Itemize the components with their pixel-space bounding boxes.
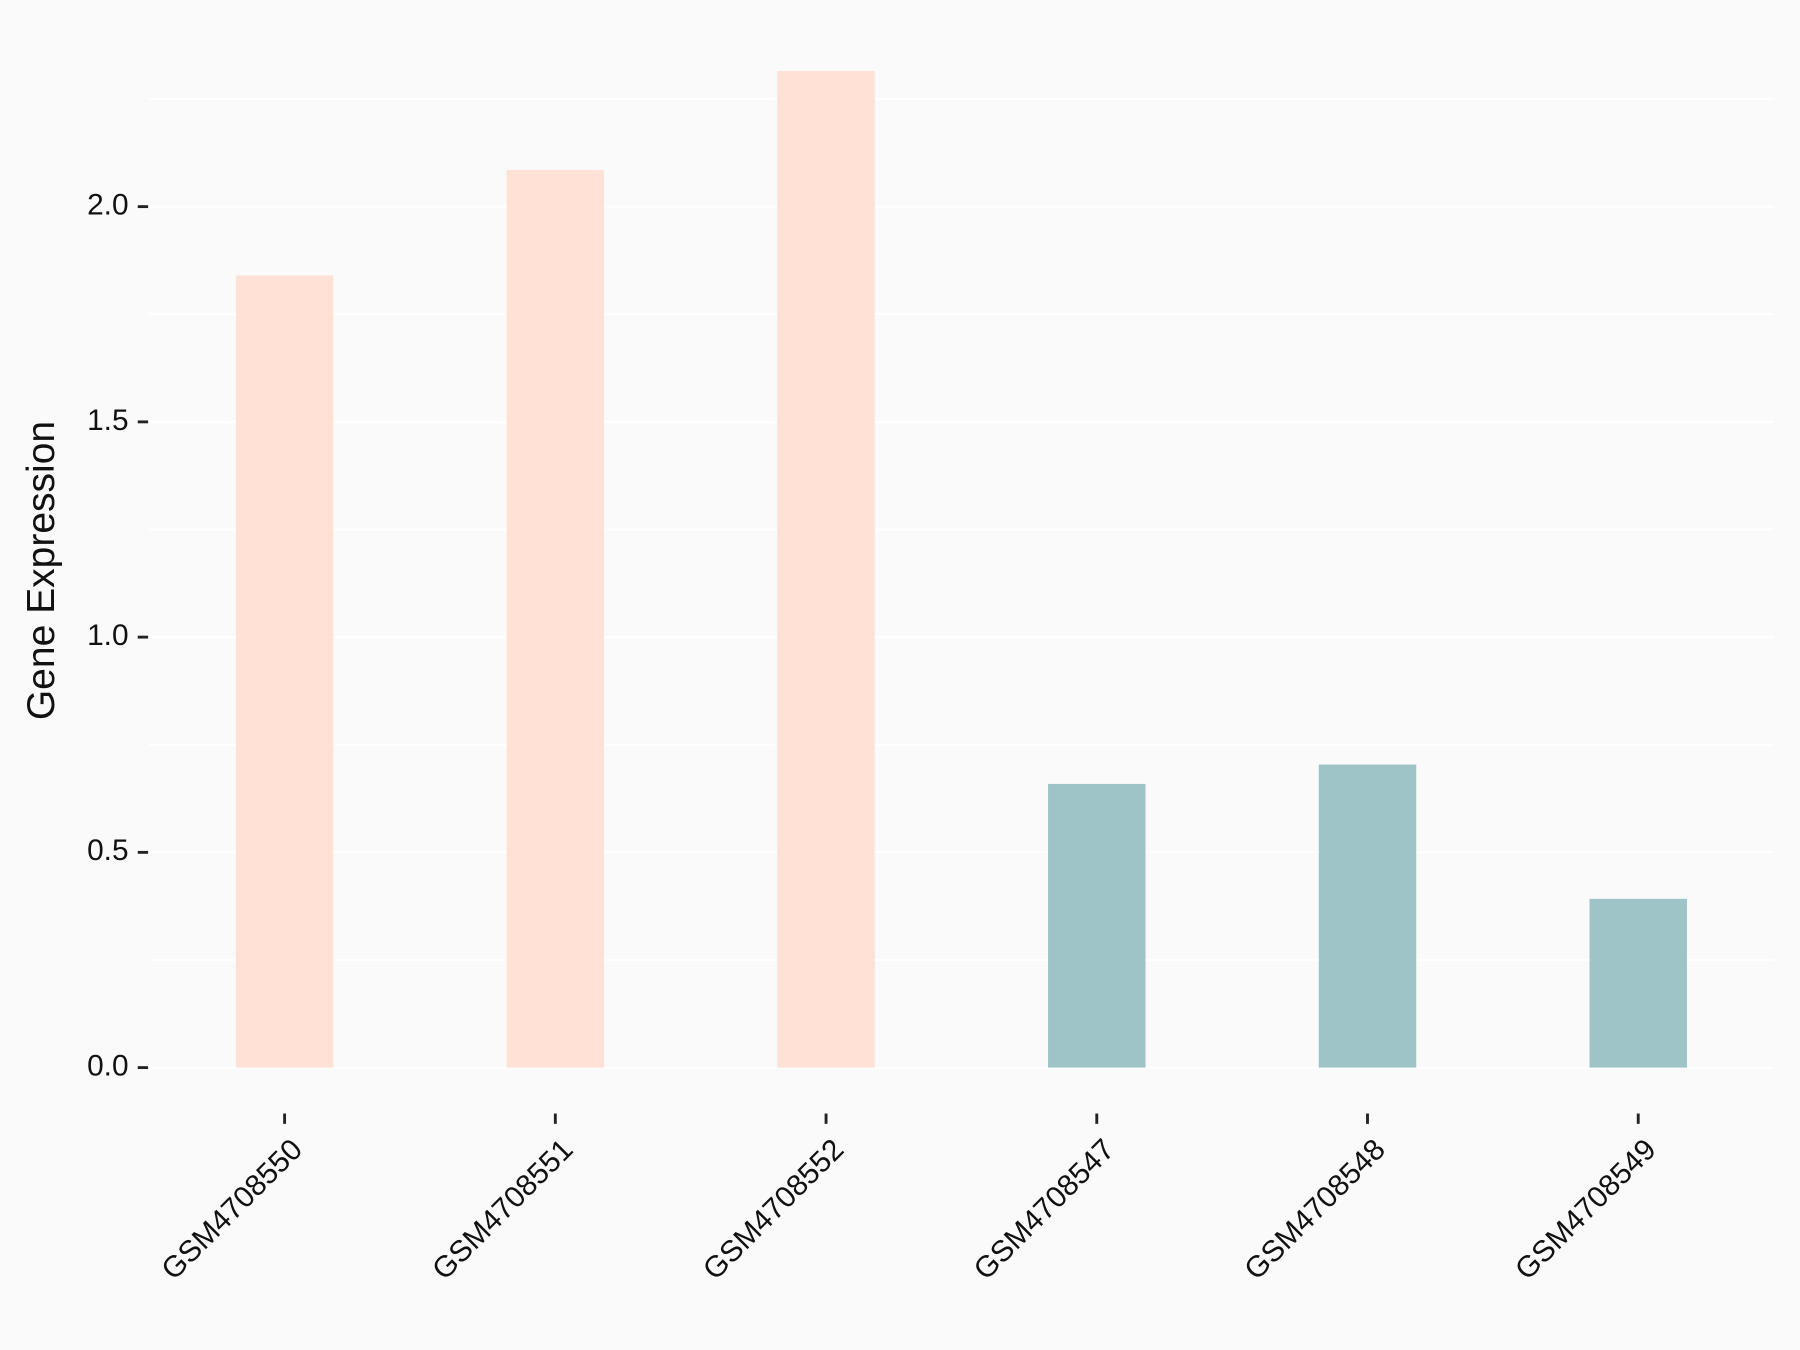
y-tick-label: 1.0: [87, 619, 128, 652]
bar: [1048, 783, 1146, 1068]
bar: [1589, 898, 1687, 1068]
y-tick-label: 2.0: [87, 189, 128, 222]
y-tick-label: 0.5: [87, 834, 128, 867]
bar: [777, 71, 875, 1068]
y-tick-label: 0.0: [87, 1049, 128, 1082]
y-tick-label: 1.5: [87, 404, 128, 437]
y-axis-title: Gene Expression: [20, 421, 63, 720]
bar: [506, 170, 605, 1068]
bar: [235, 275, 334, 1068]
bar: [1318, 764, 1417, 1068]
